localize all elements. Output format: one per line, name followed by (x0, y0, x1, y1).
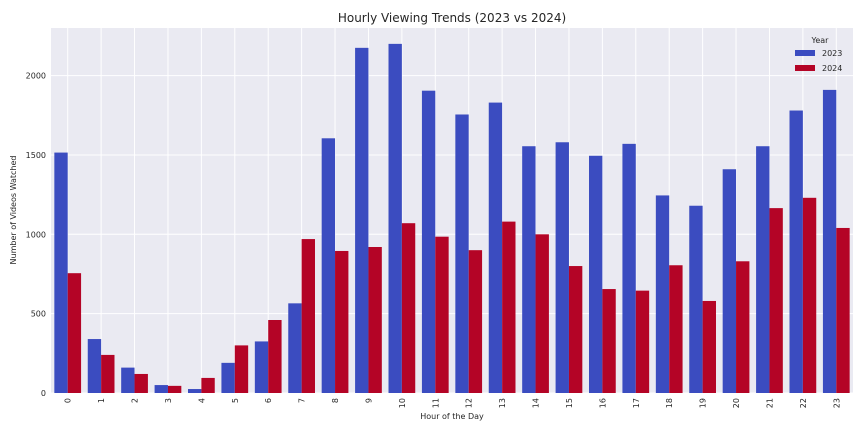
bar-2023-hour-12 (455, 114, 469, 393)
bar-2023-hour-1 (87, 339, 102, 393)
bar-2023-hour-0 (54, 152, 68, 393)
bar-2023-hour-13 (488, 102, 503, 393)
bar-2023-hour-14 (522, 146, 536, 393)
y-axis-label: Number of Videos Watched (9, 156, 18, 265)
x-tick-label: 3 (164, 398, 173, 403)
bar-2024-hour-18 (669, 265, 683, 393)
x-tick-label: 17 (632, 398, 641, 408)
legend-label-2023: 2023 (822, 49, 842, 58)
bar-2024-hour-15 (568, 266, 583, 393)
bar-2023-hour-19 (689, 205, 703, 393)
bar-2023-hour-9 (355, 47, 369, 394)
x-tick-label: 21 (765, 398, 774, 408)
bar-2024-hour-16 (602, 289, 616, 393)
bar-2023-hour-8 (321, 138, 336, 393)
y-tick-label: 1500 (26, 151, 46, 160)
x-tick-label: 5 (231, 398, 240, 403)
bar-2024-hour-3 (167, 385, 182, 393)
x-tick-label: 9 (364, 398, 373, 403)
x-tick-label: 20 (732, 398, 741, 408)
bar-2023-hour-11 (421, 90, 436, 393)
x-tick-label: 12 (465, 398, 474, 408)
bar-2024-hour-0 (67, 273, 82, 393)
bar-2023-hour-20 (722, 169, 737, 393)
x-axis-label: Hour of the Day (420, 412, 484, 421)
x-tick-label: 15 (565, 398, 574, 408)
x-tick-label: 8 (331, 398, 340, 403)
y-tick-label: 0 (41, 389, 46, 398)
x-tick-label: 7 (298, 398, 307, 403)
x-tick-label: 19 (699, 398, 708, 408)
bar-2023-hour-10 (388, 43, 402, 393)
y-tick-labels: 0 500 1000 1500 2000 (26, 72, 46, 398)
bar-2024-hour-2 (134, 373, 148, 393)
legend: Year 2023 2024 (795, 36, 842, 73)
bar-2023-hour-22 (789, 110, 803, 394)
bar-2023-hour-2 (121, 367, 135, 393)
x-tick-label: 4 (197, 398, 206, 403)
bar-2023-hour-5 (221, 362, 235, 393)
x-tick-label: 23 (832, 398, 841, 408)
bar-2023-hour-16 (589, 155, 603, 393)
bars (54, 43, 850, 394)
bar-2024-hour-4 (201, 377, 215, 393)
bar-2024-hour-8 (335, 250, 349, 393)
bar-2024-hour-13 (502, 221, 516, 393)
x-tick-label: 6 (264, 398, 273, 403)
x-tick-label: 14 (532, 398, 541, 408)
bar-2023-hour-15 (555, 142, 569, 393)
bar-2024-hour-10 (401, 223, 416, 393)
x-tick-label: 18 (665, 398, 674, 408)
y-tick-label: 2000 (26, 72, 46, 81)
bar-2024-hour-7 (301, 239, 315, 393)
bar-2024-hour-21 (769, 208, 783, 393)
x-tick-label: 11 (431, 398, 440, 408)
legend-swatch-2024 (795, 65, 815, 71)
x-tick-labels: 0 1 2 3 4 5 6 7 8 9 10 11 12 13 14 15 16 17 18 19 20 21 22 23 (64, 398, 842, 408)
x-tick-label: 16 (598, 398, 607, 408)
x-tick-label: 0 (64, 398, 73, 403)
bar-2024-hour-1 (101, 354, 115, 393)
bar-2024-hour-20 (736, 261, 750, 393)
x-tick-label: 22 (799, 398, 808, 408)
x-tick-label: 10 (398, 398, 407, 408)
bar-2024-hour-17 (635, 290, 650, 393)
x-tick-label: 13 (498, 398, 507, 408)
plot-background (51, 28, 853, 393)
legend-title: Year (811, 36, 830, 45)
bar-2024-hour-14 (535, 234, 549, 393)
bar-2023-hour-3 (154, 385, 168, 393)
bar-2024-hour-12 (468, 250, 483, 393)
bar-2023-hour-21 (756, 146, 770, 393)
bar-2024-hour-11 (435, 236, 449, 393)
bar-2024-hour-5 (234, 345, 249, 393)
y-tick-label: 500 (31, 310, 46, 319)
chart-title: Hourly Viewing Trends (2023 vs 2024) (338, 11, 566, 25)
legend-label-2024: 2024 (822, 64, 842, 73)
bar-2023-hour-23 (822, 89, 837, 394)
x-tick-label: 1 (97, 398, 106, 403)
bar-2024-hour-6 (268, 320, 282, 393)
bar-2024-hour-19 (702, 300, 716, 393)
legend-swatch-2023 (795, 50, 815, 56)
bar-2023-hour-7 (288, 303, 302, 393)
bar-2024-hour-9 (368, 247, 382, 393)
x-tick-label: 2 (131, 398, 140, 403)
bar-2023-hour-17 (622, 143, 636, 393)
y-tick-label: 1000 (26, 230, 46, 239)
bar-2023-hour-18 (655, 195, 670, 393)
bar-2023-hour-4 (188, 389, 202, 393)
bar-2024-hour-22 (802, 197, 817, 393)
bar-2024-hour-23 (836, 227, 850, 393)
bar-2023-hour-6 (254, 341, 269, 393)
